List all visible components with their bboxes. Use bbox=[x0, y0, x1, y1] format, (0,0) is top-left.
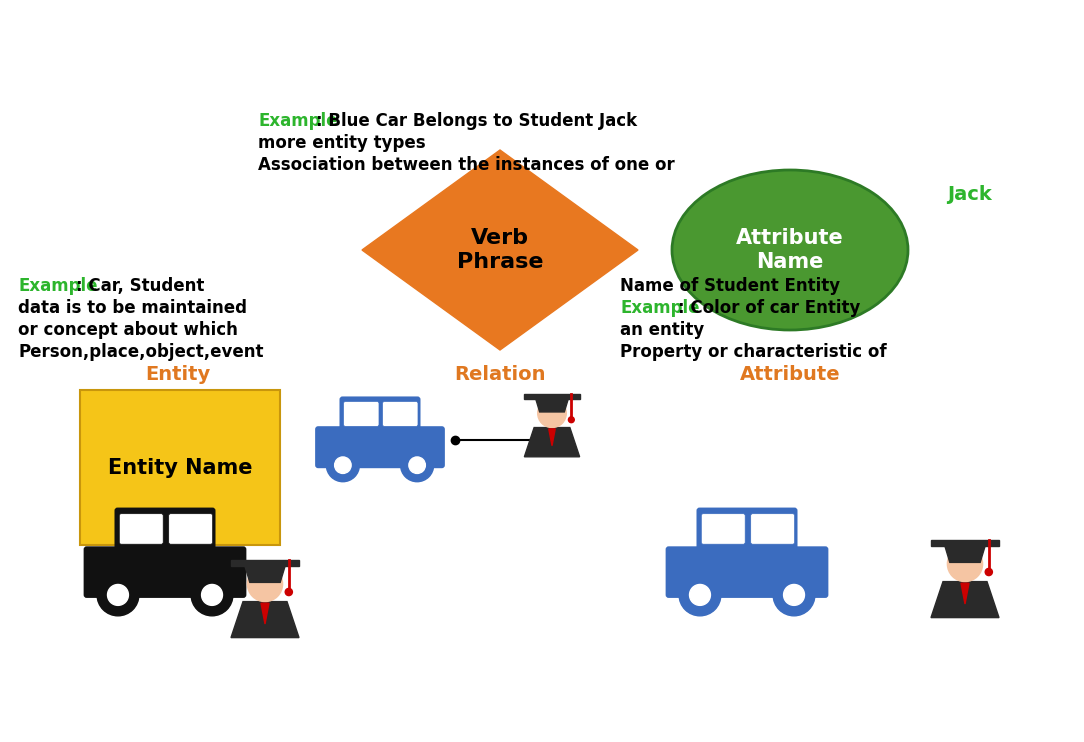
FancyBboxPatch shape bbox=[83, 546, 246, 598]
Circle shape bbox=[409, 457, 425, 473]
Text: or concept about which: or concept about which bbox=[18, 321, 237, 339]
Circle shape bbox=[985, 568, 992, 576]
Polygon shape bbox=[362, 150, 638, 350]
Circle shape bbox=[191, 574, 233, 616]
Polygon shape bbox=[261, 603, 269, 624]
FancyBboxPatch shape bbox=[80, 390, 280, 545]
Circle shape bbox=[568, 417, 575, 423]
Bar bbox=[231, 560, 299, 566]
Circle shape bbox=[247, 566, 283, 602]
Text: Relation: Relation bbox=[454, 366, 545, 384]
Circle shape bbox=[784, 585, 804, 605]
Text: Example: Example bbox=[258, 112, 337, 130]
FancyBboxPatch shape bbox=[666, 546, 828, 598]
Polygon shape bbox=[962, 583, 969, 604]
FancyBboxPatch shape bbox=[119, 513, 164, 544]
Ellipse shape bbox=[672, 170, 908, 330]
Text: : Car, Student: : Car, Student bbox=[76, 277, 205, 295]
Text: data is to be maintained: data is to be maintained bbox=[18, 299, 247, 317]
FancyBboxPatch shape bbox=[339, 396, 421, 436]
Polygon shape bbox=[525, 427, 580, 457]
FancyBboxPatch shape bbox=[383, 401, 418, 427]
Circle shape bbox=[285, 588, 293, 596]
Circle shape bbox=[689, 585, 710, 605]
Text: Entity: Entity bbox=[145, 366, 210, 384]
Circle shape bbox=[679, 574, 721, 616]
Circle shape bbox=[401, 449, 434, 482]
Text: Attribute: Attribute bbox=[739, 364, 840, 384]
Text: Name of Student Entity: Name of Student Entity bbox=[620, 277, 840, 295]
Circle shape bbox=[947, 546, 982, 582]
Circle shape bbox=[98, 574, 139, 616]
Circle shape bbox=[773, 574, 815, 616]
Circle shape bbox=[107, 585, 128, 605]
Text: Association between the instances of one or: Association between the instances of one… bbox=[258, 156, 674, 174]
Polygon shape bbox=[549, 429, 555, 446]
FancyBboxPatch shape bbox=[697, 508, 798, 556]
FancyBboxPatch shape bbox=[315, 426, 444, 468]
FancyBboxPatch shape bbox=[169, 513, 212, 544]
FancyBboxPatch shape bbox=[115, 508, 216, 556]
Text: : Color of car Entity: : Color of car Entity bbox=[678, 299, 861, 317]
Polygon shape bbox=[535, 399, 568, 412]
Text: an entity: an entity bbox=[620, 321, 705, 339]
Text: more entity types: more entity types bbox=[258, 134, 426, 152]
Text: Person,place,object,event: Person,place,object,event bbox=[18, 343, 263, 361]
Polygon shape bbox=[245, 566, 285, 582]
Text: Example: Example bbox=[18, 277, 98, 295]
Circle shape bbox=[538, 399, 566, 427]
Text: : Blue Car Belongs to Student Jack: : Blue Car Belongs to Student Jack bbox=[317, 112, 637, 130]
Circle shape bbox=[202, 585, 222, 605]
Text: Attribute
Name: Attribute Name bbox=[736, 229, 843, 272]
Text: Verb
Phrase: Verb Phrase bbox=[456, 229, 543, 272]
Polygon shape bbox=[231, 602, 299, 637]
FancyBboxPatch shape bbox=[751, 513, 795, 544]
Circle shape bbox=[335, 457, 351, 473]
Text: Jack: Jack bbox=[947, 186, 992, 205]
Polygon shape bbox=[945, 546, 985, 562]
Polygon shape bbox=[931, 582, 999, 617]
Text: Entity Name: Entity Name bbox=[107, 458, 253, 478]
Bar bbox=[525, 394, 580, 399]
FancyBboxPatch shape bbox=[344, 401, 379, 427]
Circle shape bbox=[326, 449, 360, 482]
Bar bbox=[931, 540, 999, 546]
Text: Example: Example bbox=[620, 299, 699, 317]
FancyBboxPatch shape bbox=[701, 513, 745, 544]
Text: Property or characteristic of: Property or characteristic of bbox=[620, 343, 887, 361]
